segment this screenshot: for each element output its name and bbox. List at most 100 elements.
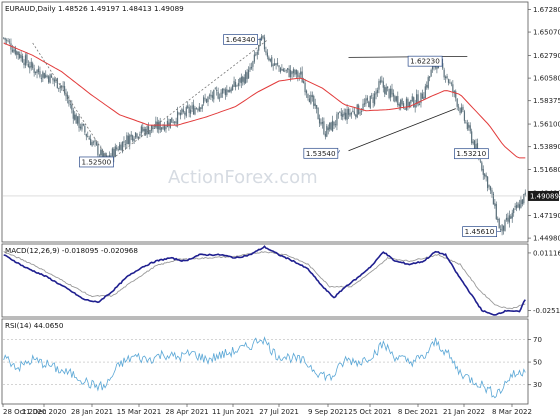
candle-body xyxy=(37,68,40,73)
candle-body xyxy=(182,109,184,112)
candle-body xyxy=(404,108,406,110)
candle-body xyxy=(55,79,57,82)
candle-body xyxy=(334,124,337,126)
candle-body xyxy=(191,105,193,109)
candle-body xyxy=(175,121,177,124)
rsi-y-axis: 70 50 30 xyxy=(3,336,542,389)
candle-body xyxy=(408,102,410,107)
candle-body xyxy=(298,75,300,77)
candle-body xyxy=(456,98,458,107)
x-tick-label: 9 Sep 2021 xyxy=(308,408,348,416)
candle-body xyxy=(8,41,11,43)
candle-body xyxy=(176,111,179,125)
annotation-box xyxy=(407,55,443,67)
candle-body xyxy=(265,50,267,53)
candle-body xyxy=(23,62,25,66)
candle-body xyxy=(261,36,263,40)
price-tick-label: 1.47190 xyxy=(533,212,560,220)
candle-body xyxy=(103,153,105,160)
candle-body xyxy=(162,126,164,129)
candle-body xyxy=(378,81,380,90)
rsi-header: RSI(14) 44.0650 xyxy=(5,321,64,330)
candle-body xyxy=(498,218,500,229)
candle-body xyxy=(402,103,405,108)
candle-body xyxy=(226,89,228,96)
x-tick-label: 8 Dec 2021 xyxy=(398,408,438,416)
annotation-box xyxy=(462,226,497,237)
candle-body xyxy=(360,111,363,112)
candle-body xyxy=(78,115,80,128)
price-tick-label: 1.53890 xyxy=(533,143,560,151)
candle-body xyxy=(210,94,212,97)
candle-body xyxy=(250,66,253,69)
candles-group xyxy=(3,33,526,236)
candle-body xyxy=(460,107,463,113)
candle-body xyxy=(216,89,218,91)
candle-body xyxy=(185,107,187,117)
candle-body xyxy=(397,96,399,105)
candle-body xyxy=(411,96,413,102)
candle-body xyxy=(518,204,521,209)
candle-body xyxy=(271,57,273,67)
candle-body xyxy=(213,89,215,100)
candle-body xyxy=(204,98,206,100)
candle-body xyxy=(205,98,208,103)
candle-body xyxy=(152,125,154,129)
candle-body xyxy=(75,114,77,124)
candle-body xyxy=(92,141,95,143)
candle-body xyxy=(203,97,205,104)
candle-body xyxy=(246,72,248,80)
moving-average-group xyxy=(3,42,526,159)
candle-body xyxy=(187,105,189,108)
candle-body xyxy=(61,85,63,87)
candle-body xyxy=(178,112,180,114)
candle-body xyxy=(174,121,176,123)
candle-body xyxy=(381,80,383,82)
candle-body xyxy=(487,176,489,188)
candle-body xyxy=(243,77,245,84)
candle-body xyxy=(82,123,85,126)
price-tick-label: 1.44980 xyxy=(533,235,560,243)
candle-body xyxy=(447,79,450,83)
annotation-label: 1.45610 xyxy=(465,227,495,236)
candle-body xyxy=(372,97,374,103)
macd-header: MACD(12,26,9) -0.018095 -0.020968 xyxy=(5,246,138,255)
candle-body xyxy=(266,52,268,57)
candle-body xyxy=(330,122,332,131)
candle-body xyxy=(249,67,251,70)
candle-body xyxy=(40,77,42,79)
candle-body xyxy=(446,76,448,79)
candle-body xyxy=(515,205,518,209)
candle-body xyxy=(155,121,157,128)
candle-body xyxy=(52,77,54,81)
candle-body xyxy=(136,133,138,138)
x-tick-label: 11 Dec 2020 xyxy=(22,408,67,416)
candle-body xyxy=(14,48,16,55)
x-tick-label: 11 Jun 2021 xyxy=(212,408,254,416)
candle-body xyxy=(259,38,261,47)
candle-body xyxy=(295,69,297,75)
candle-body xyxy=(233,80,235,87)
candle-body xyxy=(255,54,257,56)
candle-body xyxy=(90,138,92,146)
candle-body xyxy=(485,175,487,178)
candle-body xyxy=(130,134,132,137)
candle-body xyxy=(21,55,24,63)
candle-body xyxy=(3,37,5,39)
candle-body xyxy=(229,89,231,93)
candle-body xyxy=(123,141,125,143)
candle-body xyxy=(181,108,183,115)
candle-body xyxy=(472,141,474,144)
price-tick-label: 1.51680 xyxy=(533,166,560,174)
trendline xyxy=(348,108,456,152)
x-tick-label: 21 Jan 2022 xyxy=(443,408,485,416)
candle-body xyxy=(269,58,271,62)
candle-body xyxy=(218,97,221,99)
price-tick-label: 1.62790 xyxy=(533,52,560,60)
candle-body xyxy=(194,108,196,115)
candle-body xyxy=(234,82,237,88)
candle-body xyxy=(502,225,505,231)
price-tick-label: 1.67280 xyxy=(533,6,560,14)
candle-body xyxy=(256,52,258,55)
candle-body xyxy=(382,81,384,88)
